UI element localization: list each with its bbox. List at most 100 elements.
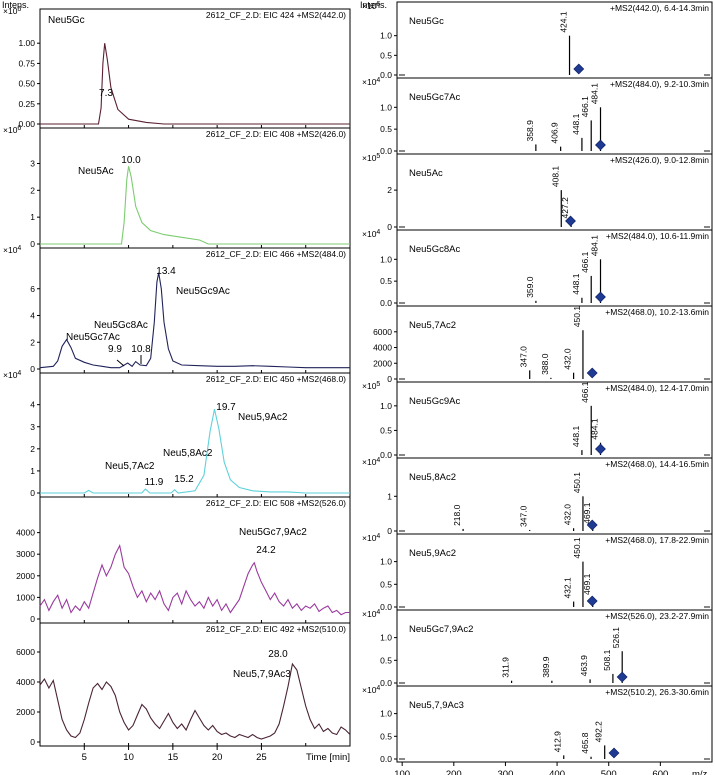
y-tick-label: 2 <box>30 444 35 454</box>
y-tick-label: 0.5 <box>380 655 392 665</box>
peak-label: 7.3 <box>99 88 113 99</box>
spectrum-panel: +MS2(484.0), 12.4-17.0min Neu5Gc9Ac ×105 0.… <box>362 381 713 460</box>
left-y-axis-title: Intens. <box>2 0 30 10</box>
y-tick-label: 0.75 <box>18 58 35 68</box>
peak-mz-label: 406.9 <box>550 122 560 144</box>
precursor-marker <box>595 443 606 455</box>
precursor-marker <box>595 139 606 151</box>
y-tick-label: 0.0 <box>380 450 392 460</box>
y-tick-label: 0.00 <box>18 119 35 129</box>
x-axis-title: m/z <box>692 769 708 775</box>
y-tick-label: 2 <box>30 337 35 347</box>
x-tick-label: 5 <box>82 752 87 763</box>
y-tick-label: 1.0 <box>380 31 392 41</box>
peak-label: 28.0 <box>268 649 288 660</box>
y-tick-label: 1 <box>387 491 392 501</box>
peak-label: 10.8 <box>131 344 151 355</box>
y-tick-label: 6000 <box>16 647 35 657</box>
precursor-marker <box>586 595 598 607</box>
chromatogram-header: 2612_CF_2.D: EIC 466 +MS2(484.0) <box>206 249 346 259</box>
spectrum-compound-name: Neu5,7Ac2 <box>409 320 456 331</box>
y-tick-label: 0.0 <box>380 602 392 612</box>
y-scale-exponent: ×106 <box>3 125 21 135</box>
spectrum-compound-name: Neu5,8Ac2 <box>409 472 456 483</box>
y-tick-label: 2000 <box>373 358 392 368</box>
y-tick-label: 0.5 <box>380 731 392 741</box>
precursor-marker <box>608 747 620 759</box>
spectrum-panel: +MS2(484.0), 10.6-11.9min Neu5Gc8Ac ×104 0.… <box>362 229 713 308</box>
y-scale-exponent: ×104 <box>3 245 21 255</box>
peak-mz-label: 359.0 <box>525 276 535 298</box>
peak-label: 9.9 <box>108 344 122 355</box>
precursor-marker <box>586 519 598 531</box>
y-tick-label: 1.0 <box>380 102 392 112</box>
y-tick-label: 3 <box>30 422 35 432</box>
precursor-marker <box>565 215 576 227</box>
spectrum-compound-name: Neu5Gc7,9Ac2 <box>409 624 473 635</box>
precursor-marker <box>616 671 628 683</box>
peak-mz-label: 311.9 <box>501 657 511 678</box>
peak-mz-label: 448.1 <box>571 113 581 135</box>
y-tick-label: 0.0 <box>380 754 392 764</box>
peak-mz-label: 432.0 <box>563 504 573 526</box>
y-tick-label: 0.5 <box>380 50 392 60</box>
right-y-axis-title: Intens. <box>360 0 388 10</box>
spectrum-frame <box>396 153 713 231</box>
spectrum-header: +MS2(442.0), 6.4-14.3min <box>610 3 709 13</box>
y-scale-exponent: ×104 <box>3 370 21 380</box>
peak-mz-label: 469.1 <box>582 502 592 524</box>
spectrum-frame <box>396 305 713 383</box>
chromatogram-panel: 2612_CF_2.D: EIC 466 +MS2(484.0) ×104 0 2 4 6… <box>3 245 351 374</box>
spectrum-frame <box>396 1 713 79</box>
y-tick-label: 0.25 <box>18 99 35 109</box>
y-scale-exponent: ×104 <box>362 609 380 619</box>
y-tick-label: 2000 <box>16 707 35 717</box>
peak-mz-label: 388.0 <box>540 353 550 375</box>
x-tick-label: 100 <box>394 769 410 775</box>
spectrum-header: +MS2(484.0), 9.2-10.3min <box>610 79 709 89</box>
y-tick-label: 0 <box>30 614 35 624</box>
peak-label: 11.9 <box>145 477 164 488</box>
peak-mz-label: 466.1 <box>580 251 590 273</box>
y-scale-exponent: ×106 <box>362 1 380 11</box>
chromatogram-header: 2612_CF_2.D: EIC 450 +MS2(468.0) <box>206 374 346 384</box>
chromatogram-header: 2612_CF_2.D: EIC 492 +MS2(510.0) <box>206 624 346 634</box>
y-scale-exponent: ×104 <box>362 229 380 239</box>
peak-mz-label: 432.0 <box>563 348 573 370</box>
peak-mz-label: 358.9 <box>525 120 535 142</box>
peak-label: Neu5,9Ac2 <box>238 412 288 423</box>
y-tick-label: 0.5 <box>380 579 392 589</box>
precursor-marker <box>573 63 585 75</box>
y-tick-label: 0.0 <box>380 678 392 688</box>
peak-mz-label: 484.1 <box>590 418 600 440</box>
peak-mz-label: 466.1 <box>580 96 590 118</box>
peak-mz-label: 463.9 <box>579 655 589 677</box>
x-tick-label: 20 <box>212 752 223 763</box>
spectrum-panel: +MS2(426.0), 9.0-12.8min Neu5Ac ×105 0 2 408.… <box>362 153 713 232</box>
spectrum-panel: +MS2(468.0), 14.4-16.5min Neu5,8Ac2 ×104 0 1… <box>362 457 713 536</box>
spectrum-header: +MS2(484.0), 12.4-17.0min <box>605 383 709 393</box>
y-tick-label: 4000 <box>373 343 392 353</box>
y-tick-label: 1000 <box>16 592 35 602</box>
y-scale-exponent: ×105 <box>362 153 380 163</box>
peak-mz-label: 432.1 <box>563 577 573 599</box>
y-tick-label: 0.50 <box>18 79 35 89</box>
y-tick-label: 0 <box>387 374 392 384</box>
y-scale-exponent: ×105 <box>362 381 380 391</box>
peak-label: Neu5Gc9Ac <box>176 286 230 297</box>
x-tick-label: 25 <box>256 752 267 763</box>
y-tick-label: 1.0 <box>380 254 392 264</box>
chromatogram-trace <box>40 166 350 245</box>
x-tick-label: 500 <box>601 769 617 775</box>
peak-mz-label: 347.0 <box>519 505 529 527</box>
spectrum-panel: +MS2(526.0), 23.2-27.9min Neu5Gc7,9Ac2 ×10… <box>362 609 713 688</box>
peak-mz-label: 469.1 <box>582 573 592 595</box>
peak-mz-label: 389.9 <box>541 656 551 678</box>
chromatogram-header: 2612_CF_2.D: EIC 408 +MS2(426.0) <box>206 129 346 139</box>
peak-label: Neu5Gc7Ac <box>66 332 120 343</box>
y-tick-label: 1.0 <box>380 709 392 719</box>
peak-mz-label: 466.1 <box>580 381 590 403</box>
chromatogram-frame <box>39 8 351 129</box>
left-chromatogram-column: 2612_CF_2.D: EIC 424 +MS2(442.0)×1060.00… <box>3 6 351 763</box>
chromatogram-trace <box>39 662 351 740</box>
